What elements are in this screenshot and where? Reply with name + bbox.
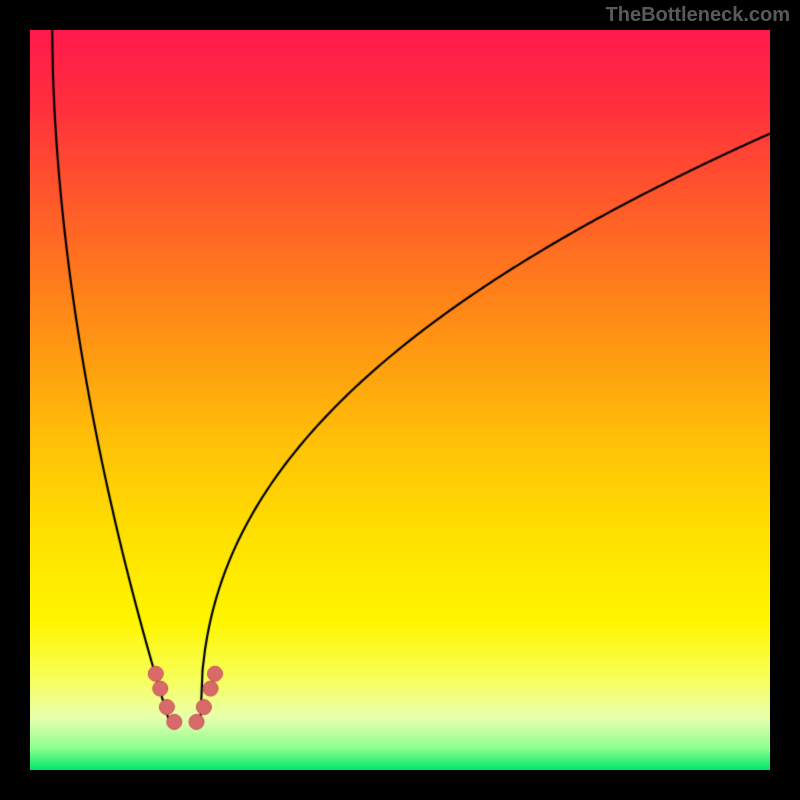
frame-border-right: [770, 0, 800, 800]
frame-border-bottom: [0, 770, 800, 800]
watermark-text: TheBottleneck.com: [606, 4, 790, 27]
frame-border-left: [0, 0, 30, 800]
bottleneck-chart-canvas: [30, 30, 770, 770]
